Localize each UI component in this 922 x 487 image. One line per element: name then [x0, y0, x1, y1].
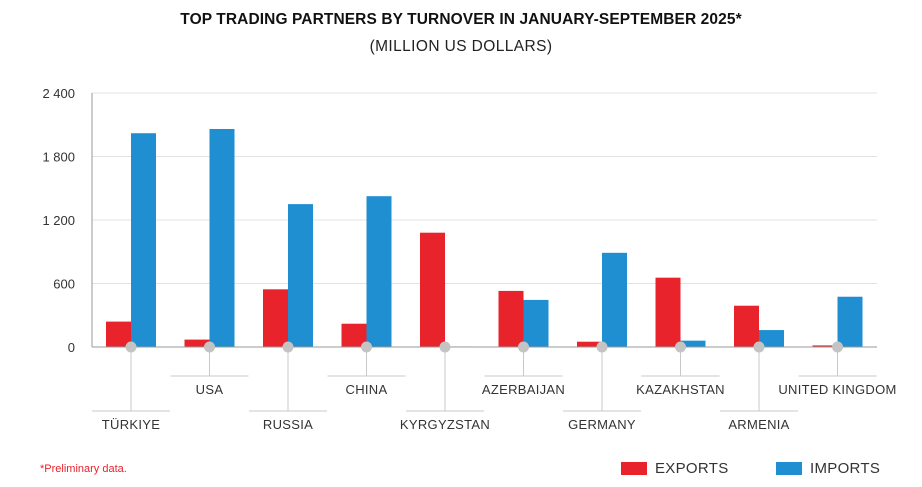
chart-subtitle: (MILLION US DOLLARS) [369, 38, 553, 55]
y-tick-label: 2 400 [42, 86, 75, 101]
x-tick-label: UNITED KINGDOM [778, 382, 896, 397]
x-tick-label: GERMANY [568, 417, 636, 432]
bar-imports [759, 330, 784, 347]
bar-imports [366, 196, 392, 347]
bar-exports [341, 323, 367, 347]
category-marker [753, 341, 765, 353]
x-tick-label: RUSSIA [263, 417, 313, 432]
category-marker [832, 341, 843, 353]
y-tick-label: 0 [68, 340, 75, 355]
legend-exports-label: EXPORTS [655, 460, 729, 477]
x-tick-label: KYRGYZSTAN [400, 417, 490, 432]
category-marker [282, 341, 294, 353]
category-marker [439, 341, 451, 353]
bar-imports [837, 296, 863, 347]
legend-imports: IMPORTS [776, 460, 880, 477]
category-marker [675, 341, 686, 353]
x-tick-label: ARMENIA [728, 417, 789, 432]
y-tick-label: 1 800 [42, 150, 75, 165]
y-tick-label: 600 [53, 277, 75, 292]
legend-exports: EXPORTS [621, 460, 729, 477]
category-marker [125, 341, 137, 353]
x-tick-label: CHINA [346, 382, 388, 397]
bar-imports [523, 299, 549, 347]
legend-imports-swatch [776, 462, 802, 475]
bar-imports [131, 133, 156, 347]
footnote: *Preliminary data. [40, 463, 127, 475]
legend-imports-label: IMPORTS [810, 460, 881, 477]
chart-title: TOP TRADING PARTNERS BY TURNOVER IN JANU… [180, 11, 742, 28]
bar-imports [209, 128, 235, 347]
bar-imports [680, 340, 706, 347]
bar-exports [106, 321, 131, 347]
legend-exports-swatch [621, 462, 647, 475]
x-tick-label: USA [196, 382, 224, 397]
bar-exports [734, 305, 759, 347]
bar-exports [263, 289, 288, 347]
bar-exports [655, 277, 681, 347]
bar-imports [602, 252, 627, 347]
category-marker [518, 341, 529, 353]
y-tick-label: 1 200 [42, 213, 75, 228]
category-marker [204, 341, 215, 353]
bar-exports [420, 232, 445, 347]
bar-imports [288, 204, 313, 347]
category-marker [361, 341, 372, 353]
bar-exports [812, 345, 838, 347]
bar-exports [498, 290, 524, 347]
x-tick-label: KAZAKHSTAN [636, 382, 725, 397]
category-marker [596, 341, 608, 353]
x-tick-label: AZERBAIJAN [482, 382, 565, 397]
x-tick-label: TÜRKIYE [102, 417, 160, 432]
bar-exports [577, 341, 602, 347]
bar-exports [184, 339, 210, 347]
